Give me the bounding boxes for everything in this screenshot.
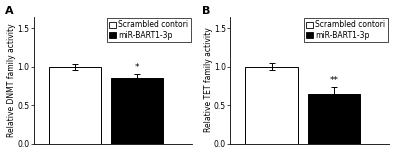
Y-axis label: Relative TET family activity: Relative TET family activity [204,28,213,132]
Bar [246,67,298,144]
Text: **: ** [329,76,338,85]
Y-axis label: Relative DNMT family activity: Relative DNMT family activity [7,23,16,137]
Legend: Scrambled contori, miR-BART1-3p: Scrambled contori, miR-BART1-3p [304,18,388,42]
Legend: Scrambled contori, miR-BART1-3p: Scrambled contori, miR-BART1-3p [107,18,191,42]
Text: *: * [135,63,139,72]
Bar [111,78,164,144]
Text: A: A [5,6,14,16]
Text: B: B [202,6,210,16]
Bar [49,67,101,144]
Bar [308,94,360,144]
